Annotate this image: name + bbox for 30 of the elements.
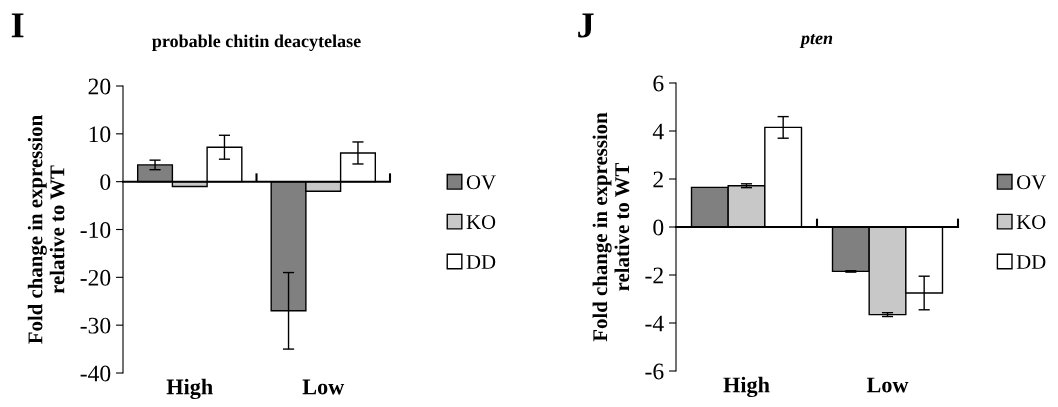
y-tick-label: 0 [653, 219, 664, 236]
x-tick-label: High [723, 376, 770, 398]
y-tick-label: 10 [89, 126, 111, 143]
y-tick-label: -4 [645, 315, 664, 332]
legend-label: DD [466, 255, 496, 269]
y-tick-label: -30 [80, 317, 111, 334]
y-tick-label: 2 [653, 171, 663, 188]
y-tick-label: 0 [100, 174, 111, 191]
y-tick-label: -20 [80, 269, 111, 286]
text: J [578, 13, 594, 38]
x-tick-label: High [166, 378, 213, 400]
legend-label: KO [466, 215, 496, 230]
y-tick-label: 6 [653, 75, 664, 92]
y-tick-label: -2 [645, 267, 663, 284]
legend-label: OV [466, 175, 496, 190]
legend-label: OV [1017, 175, 1047, 190]
y-tick-label: -40 [80, 365, 111, 382]
chart-title: probable chitin deacytelase [152, 34, 361, 52]
y-tick-label: 20 [88, 78, 111, 95]
legend-label: KO [1016, 215, 1046, 230]
text: I [11, 13, 24, 38]
x-tick-label: Low [866, 377, 909, 393]
x-tick-label: Low [302, 379, 345, 395]
y-tick-label: -6 [645, 363, 664, 380]
chart-title: pten [799, 33, 833, 48]
y-tick-label: -10 [80, 221, 111, 238]
y-axis-title: Fold change in expression relative to WT [27, 115, 65, 344]
y-axis-title: Fold change in expression relative to WT [592, 112, 630, 342]
y-tick-label: 4 [652, 123, 664, 140]
legend-label: DD [1016, 255, 1046, 269]
